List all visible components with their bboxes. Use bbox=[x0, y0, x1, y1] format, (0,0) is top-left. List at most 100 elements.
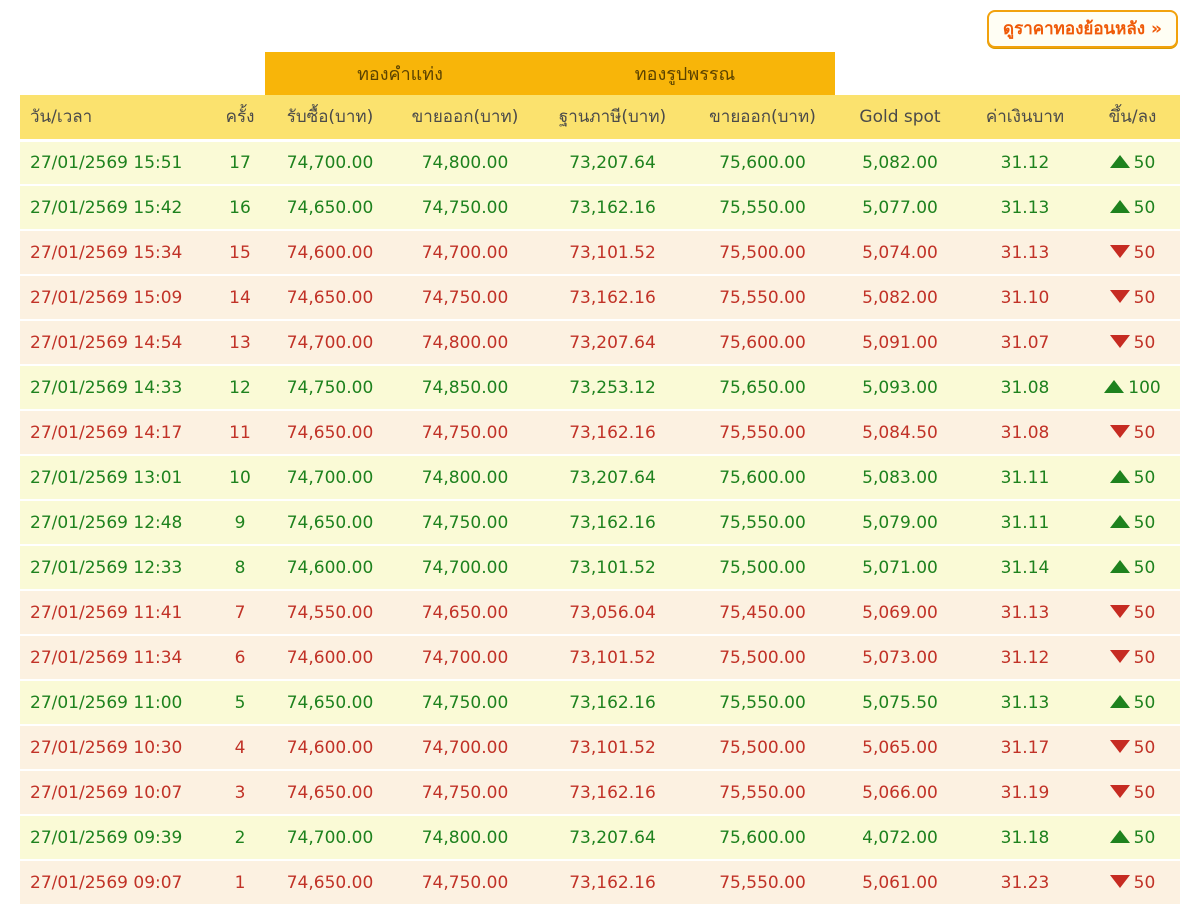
group-header-gold-bar: ทองคำแท่ง bbox=[265, 52, 535, 95]
cell-datetime: 27/01/2569 15:51 bbox=[20, 140, 215, 186]
cell-datetime: 27/01/2569 15:34 bbox=[20, 230, 215, 276]
cell-datetime: 27/01/2569 14:33 bbox=[20, 365, 215, 411]
cell-tax-base: 73,162.16 bbox=[535, 860, 690, 906]
cell-baht-rate: 31.12 bbox=[965, 140, 1085, 186]
cell-ornament-sell: 75,550.00 bbox=[690, 770, 835, 816]
cell-sell: 74,750.00 bbox=[395, 770, 535, 816]
change-value: 50 bbox=[1133, 872, 1156, 893]
up-arrow-icon bbox=[1109, 199, 1130, 213]
cell-sell: 74,850.00 bbox=[395, 365, 535, 411]
cell-round: 2 bbox=[215, 815, 265, 861]
cell-tax-base: 73,101.52 bbox=[535, 635, 690, 681]
table-row: 27/01/2569 12:48 9 74,650.00 74,750.00 73,16… bbox=[20, 500, 1180, 546]
cell-gold-spot: 5,071.00 bbox=[835, 545, 965, 591]
cell-round: 1 bbox=[215, 860, 265, 906]
cell-buy: 74,650.00 bbox=[265, 860, 395, 906]
table-row: 27/01/2569 10:30 4 74,600.00 74,700.00 73,10… bbox=[20, 725, 1180, 771]
cell-round: 13 bbox=[215, 320, 265, 366]
cell-sell: 74,650.00 bbox=[395, 590, 535, 636]
cell-change: 50 bbox=[1085, 410, 1180, 456]
cell-change: 50 bbox=[1085, 140, 1180, 186]
cell-tax-base: 73,101.52 bbox=[535, 230, 690, 276]
cell-buy: 74,600.00 bbox=[265, 230, 395, 276]
view-price-history-button[interactable]: ดูราคาทองย้อนหลัง » bbox=[987, 10, 1178, 48]
cell-change: 50 bbox=[1085, 635, 1180, 681]
cell-sell: 74,750.00 bbox=[395, 185, 535, 231]
cell-change: 50 bbox=[1085, 500, 1180, 546]
cell-round: 9 bbox=[215, 500, 265, 546]
down-arrow-icon bbox=[1109, 244, 1130, 258]
cell-change: 50 bbox=[1085, 545, 1180, 591]
cell-buy: 74,600.00 bbox=[265, 725, 395, 771]
column-header-datetime: วัน/เวลา bbox=[20, 95, 215, 142]
cell-buy: 74,650.00 bbox=[265, 275, 395, 321]
cell-tax-base: 73,162.16 bbox=[535, 680, 690, 726]
cell-buy: 74,650.00 bbox=[265, 500, 395, 546]
cell-baht-rate: 31.13 bbox=[965, 230, 1085, 276]
cell-gold-spot: 5,065.00 bbox=[835, 725, 965, 771]
cell-buy: 74,550.00 bbox=[265, 590, 395, 636]
column-header-row: วัน/เวลา ครั้ง รับซื้อ(บาท) ขายออก(บาท) … bbox=[20, 95, 1180, 142]
cell-change: 50 bbox=[1085, 320, 1180, 366]
cell-round: 4 bbox=[215, 725, 265, 771]
cell-baht-rate: 31.23 bbox=[965, 860, 1085, 906]
change-value: 50 bbox=[1133, 827, 1156, 848]
cell-ornament-sell: 75,550.00 bbox=[690, 410, 835, 456]
cell-baht-rate: 31.08 bbox=[965, 410, 1085, 456]
cell-change: 50 bbox=[1085, 275, 1180, 321]
cell-sell: 74,800.00 bbox=[395, 455, 535, 501]
cell-change: 50 bbox=[1085, 230, 1180, 276]
group-header-row: ทองคำแท่ง ทองรูปพรรณ bbox=[20, 52, 1180, 95]
cell-ornament-sell: 75,500.00 bbox=[690, 725, 835, 771]
cell-gold-spot: 5,066.00 bbox=[835, 770, 965, 816]
cell-sell: 74,750.00 bbox=[395, 500, 535, 546]
cell-baht-rate: 31.14 bbox=[965, 545, 1085, 591]
cell-tax-base: 73,162.16 bbox=[535, 500, 690, 546]
cell-baht-rate: 31.17 bbox=[965, 725, 1085, 771]
cell-ornament-sell: 75,500.00 bbox=[690, 230, 835, 276]
change-value: 50 bbox=[1133, 332, 1156, 353]
cell-buy: 74,750.00 bbox=[265, 365, 395, 411]
cell-round: 8 bbox=[215, 545, 265, 591]
column-header-sell: ขายออก(บาท) bbox=[395, 95, 535, 142]
group-header-spacer-left bbox=[20, 52, 265, 95]
change-value: 50 bbox=[1133, 557, 1156, 578]
cell-tax-base: 73,207.64 bbox=[535, 815, 690, 861]
table-row: 27/01/2569 11:00 5 74,650.00 74,750.00 73,16… bbox=[20, 680, 1180, 726]
cell-datetime: 27/01/2569 10:07 bbox=[20, 770, 215, 816]
cell-datetime: 27/01/2569 10:30 bbox=[20, 725, 215, 771]
group-header-gold-ornament: ทองรูปพรรณ bbox=[535, 52, 835, 95]
change-value: 50 bbox=[1133, 242, 1156, 263]
down-arrow-icon bbox=[1109, 874, 1130, 888]
cell-datetime: 27/01/2569 09:07 bbox=[20, 860, 215, 906]
cell-baht-rate: 31.10 bbox=[965, 275, 1085, 321]
cell-buy: 74,650.00 bbox=[265, 680, 395, 726]
change-value: 50 bbox=[1133, 512, 1156, 533]
cell-sell: 74,800.00 bbox=[395, 815, 535, 861]
cell-datetime: 27/01/2569 14:17 bbox=[20, 410, 215, 456]
cell-tax-base: 73,101.52 bbox=[535, 545, 690, 591]
table-row: 27/01/2569 12:33 8 74,600.00 74,700.00 73,10… bbox=[20, 545, 1180, 591]
cell-gold-spot: 5,083.00 bbox=[835, 455, 965, 501]
change-value: 50 bbox=[1133, 602, 1156, 623]
cell-change: 50 bbox=[1085, 815, 1180, 861]
table-row: 27/01/2569 10:07 3 74,650.00 74,750.00 73,16… bbox=[20, 770, 1180, 816]
cell-ornament-sell: 75,500.00 bbox=[690, 635, 835, 681]
cell-round: 3 bbox=[215, 770, 265, 816]
cell-tax-base: 73,162.16 bbox=[535, 185, 690, 231]
cell-buy: 74,600.00 bbox=[265, 635, 395, 681]
cell-ornament-sell: 75,550.00 bbox=[690, 275, 835, 321]
cell-round: 6 bbox=[215, 635, 265, 681]
cell-tax-base: 73,207.64 bbox=[535, 320, 690, 366]
cell-sell: 74,700.00 bbox=[395, 230, 535, 276]
cell-datetime: 27/01/2569 11:34 bbox=[20, 635, 215, 681]
cell-datetime: 27/01/2569 15:42 bbox=[20, 185, 215, 231]
up-arrow-icon bbox=[1109, 559, 1130, 573]
up-arrow-icon bbox=[1104, 379, 1125, 393]
column-header-up-down: ขึ้น/ลง bbox=[1085, 95, 1180, 142]
down-arrow-icon bbox=[1109, 784, 1130, 798]
cell-baht-rate: 31.19 bbox=[965, 770, 1085, 816]
cell-ornament-sell: 75,550.00 bbox=[690, 860, 835, 906]
cell-buy: 74,700.00 bbox=[265, 140, 395, 186]
cell-round: 12 bbox=[215, 365, 265, 411]
